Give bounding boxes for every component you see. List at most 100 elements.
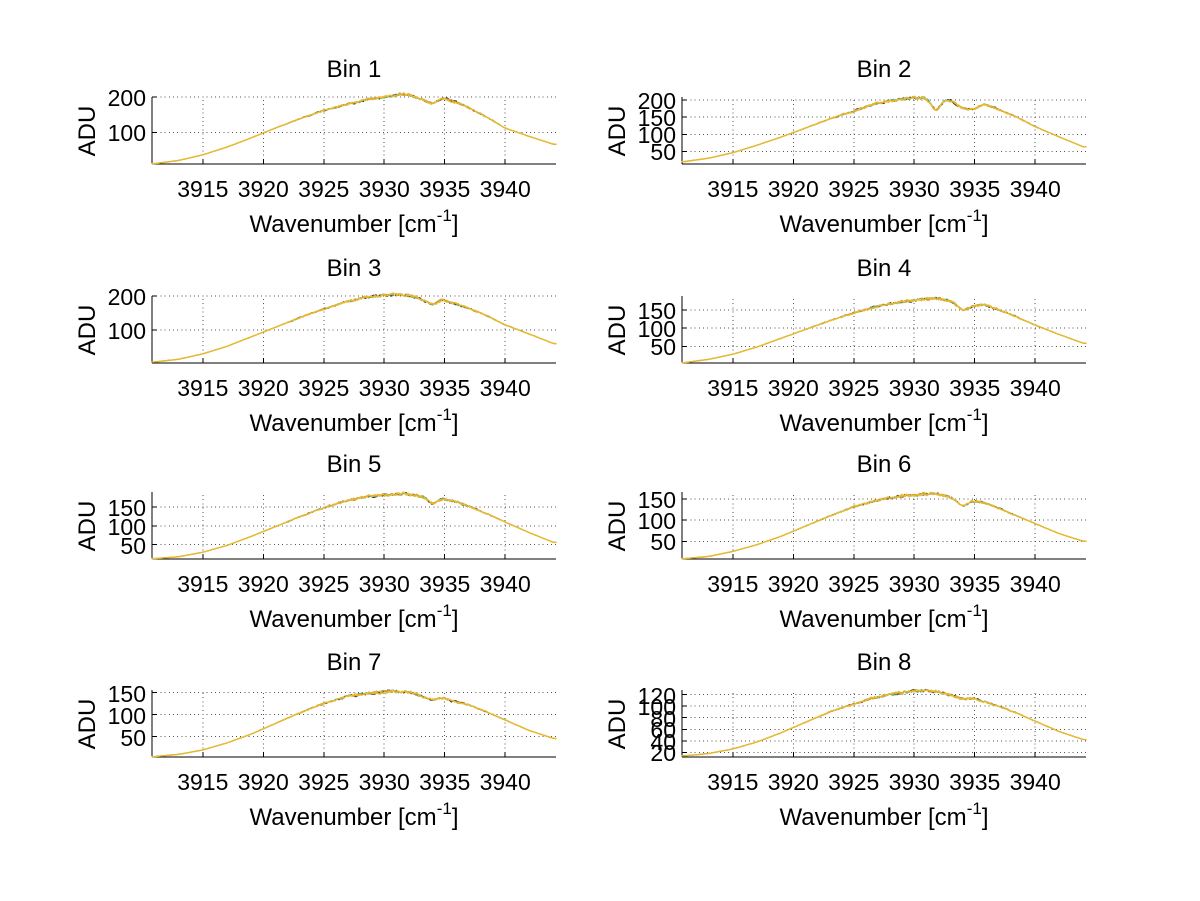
subplot-title: Bin 7 [326,649,382,676]
x-tick-label: 3940 [479,769,531,795]
x-axis-label-text: Wavenumber [cm [249,804,437,831]
x-axis-label-text: Wavenumber [cm [779,606,967,633]
x-axis-label: Wavenumber [cm-1] [152,406,556,439]
spectrum-curve-series-2 [151,689,557,758]
x-tick-label: 3930 [888,375,940,401]
axes-spines [681,492,1086,560]
x-tick-label: 3915 [177,571,229,597]
y-axis-label: ADU [604,500,631,551]
x-tick-label: 3940 [479,571,531,597]
axes-spines [151,492,556,560]
x-tick-label: 3920 [767,176,819,202]
spectrum-curve-series-1 [681,96,1087,163]
x-tick-label: 3935 [949,176,1001,202]
subplot-title: Bin 1 [326,56,382,83]
spectrum-curve-series-1 [681,688,1087,757]
plot-area [681,688,1087,758]
y-tick-label: 100 [637,316,676,343]
y-tick-label: 120 [637,682,676,709]
x-axis-label: Wavenumber [cm-1] [682,602,1086,635]
x-axis-label-text: Wavenumber [cm [779,211,967,238]
x-tick-label: 3925 [828,571,880,597]
spectrum-curve-series-3 [681,297,1087,364]
x-axis-label-text: Wavenumber [cm [249,410,437,437]
x-tick-label: 3915 [707,769,759,795]
x-axis-label-superscript: -1 [966,405,982,424]
subplot-title: Bin 3 [326,255,382,282]
y-tick-label: 50 [650,139,676,166]
x-tick-label: 3920 [237,571,289,597]
x-tick-label: 3935 [949,571,1001,597]
spectrum-curve-series-3 [151,492,557,560]
x-axis-label: Wavenumber [cm-1] [682,800,1086,833]
y-tick-label: 80 [650,705,676,732]
x-tick-label: 3920 [767,769,819,795]
x-axis-label-superscript: -1 [436,405,452,424]
gridlines [152,295,556,363]
x-axis-label-text: Wavenumber [cm [249,211,437,238]
x-axis-label-bracket: ] [981,804,989,831]
x-tick-label: 3915 [177,176,229,202]
x-tick-label: 3925 [828,375,880,401]
axes-spines [681,97,1086,165]
gridlines [152,492,556,559]
x-tick-label: 3935 [419,375,471,401]
spectrum-curve-series-1 [151,491,557,560]
x-tick-label: 3920 [237,375,289,401]
spectrum-curve-series-2 [151,293,557,363]
axes-spines [681,690,1086,758]
x-tick-label: 3935 [419,769,471,795]
spectrum-curve-series-2 [151,92,557,165]
y-tick-label: 100 [637,508,676,535]
spectrum-curve-series-2 [151,492,557,560]
y-tick-label: 50 [120,532,146,559]
x-axis-label-superscript: -1 [436,206,452,225]
y-tick-label: 40 [650,728,676,755]
y-tick-label: 20 [650,740,676,767]
y-tick-label: 150 [637,487,676,514]
x-axis-label-text: Wavenumber [cm [249,606,437,633]
x-tick-label: 3940 [1009,571,1061,597]
x-axis-label: Wavenumber [cm-1] [152,800,556,833]
spectrum-curve-series-1 [681,296,1087,364]
y-axis-label: ADU [604,304,631,355]
y-tick-label: 50 [650,334,676,361]
y-axis-label: ADU [74,304,101,355]
spectrum-curve-series-2 [681,96,1087,163]
subplot-title: Bin 5 [326,451,382,478]
y-tick-label: 100 [107,318,146,344]
subplot-title: Bin 8 [856,649,912,676]
axes-spines [151,690,556,758]
spectrum-curve-series-2 [681,689,1087,757]
x-tick-label: 3930 [888,176,940,202]
y-tick-label: 100 [107,120,146,147]
y-tick-label: 200 [637,88,676,115]
y-tick-label: 150 [637,297,676,324]
spectrum-curve-series-3 [151,93,557,165]
x-tick-label: 3930 [888,571,940,597]
x-tick-label: 3930 [358,769,410,795]
x-tick-label: 3930 [358,176,410,202]
spectrum-curve-series-1 [151,293,557,363]
x-axis-label: Wavenumber [cm-1] [682,406,1086,439]
spectrum-curve-series-4 [151,292,557,363]
subplot-title: Bin 4 [856,255,912,282]
x-tick-label: 3940 [479,375,531,401]
y-tick-label: 150 [107,680,146,707]
x-tick-label: 3930 [358,571,410,597]
x-axis-label-text: Wavenumber [cm [779,804,967,831]
y-tick-label: 200 [107,85,146,111]
x-axis-label-bracket: ] [981,606,989,633]
x-axis-label: Wavenumber [cm-1] [682,207,1086,240]
x-tick-label: 3920 [767,571,819,597]
x-axis-label-bracket: ] [451,211,459,238]
x-axis-label: Wavenumber [cm-1] [152,207,556,240]
spectrum-curve-series-1 [151,93,557,165]
spectrum-curve-series-3 [681,492,1087,560]
spectrum-curve-series-1 [151,689,557,758]
